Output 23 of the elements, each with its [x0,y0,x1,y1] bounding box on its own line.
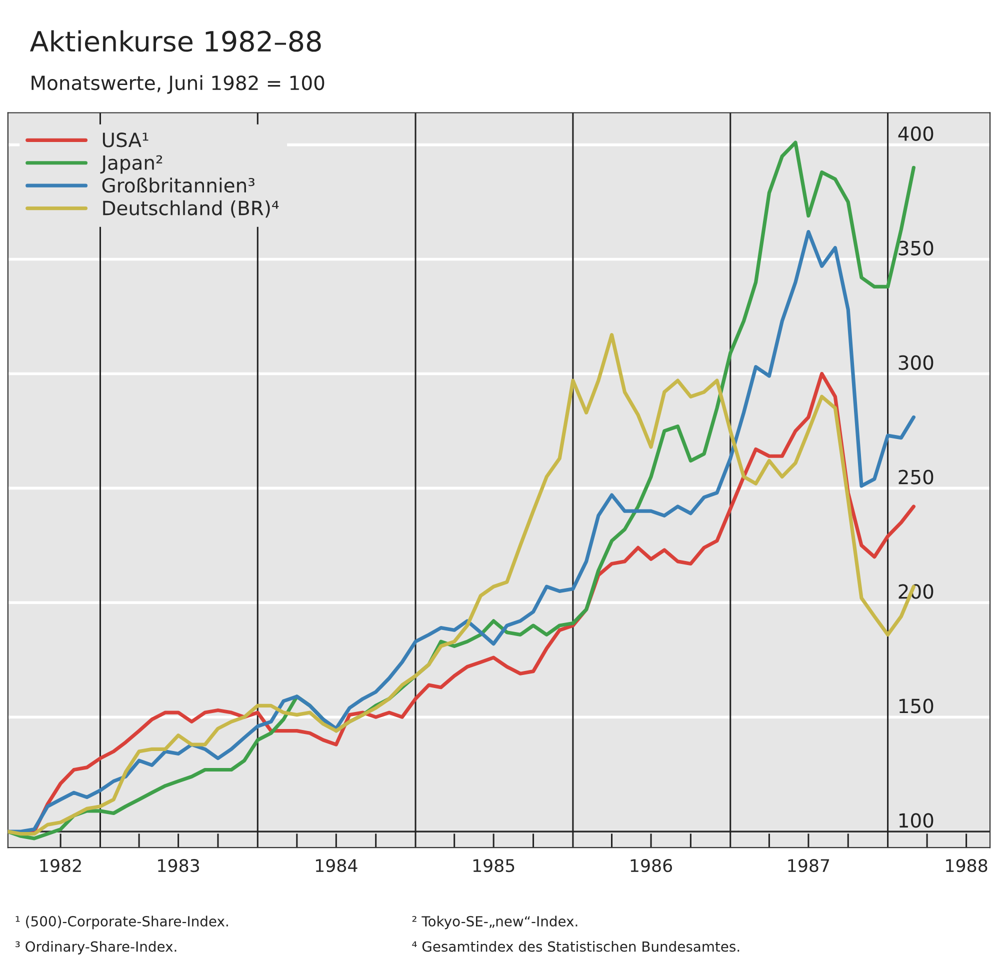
text: ¹ (500)-Corporate-Share-Index. [16,916,228,930]
y-tick-label: 400 [898,126,934,142]
legend-label: Großbritannien³ [102,178,254,193]
x-tick-label: 1987 [788,859,830,872]
y-tick-label: 250 [898,470,934,484]
legend-label: USA¹ [102,132,148,148]
x-tick-label: 1985 [473,859,514,872]
legend-label: Japan² [100,155,162,174]
y-tick-label: 150 [899,698,934,714]
text: ⁴ Gesamtindex des Statistischen Bundesamtes. [412,941,740,952]
x-tick-label: 1984 [316,859,358,872]
y-tick-label: 100 [899,813,934,828]
x-tick-label: 1986 [630,859,672,872]
chart-subtitle: Monatswerte, Juni 1982 = 100 [32,75,324,94]
y-tick-label: 350 [898,240,934,256]
text: ³ Ordinary-Share-Index. [16,941,176,954]
legend-label: Deutschland (BR)⁴ [103,200,279,218]
chart-title: Aktienkurse 1982–88 [30,30,321,52]
x-tick-label: 1983 [158,859,199,872]
x-tick-label: 1982 [40,859,81,872]
text: ² Tokyo-SE-„new“-Index. [412,916,578,930]
x-tick-label: 1988 [946,859,988,872]
y-tick-label: 300 [898,355,934,370]
